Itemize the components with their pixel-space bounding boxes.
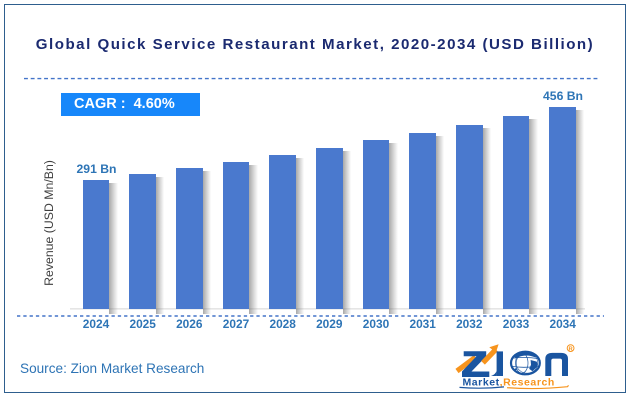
svg-text:Market,Research: Market,Research	[463, 376, 555, 388]
svg-text:R: R	[569, 346, 574, 352]
